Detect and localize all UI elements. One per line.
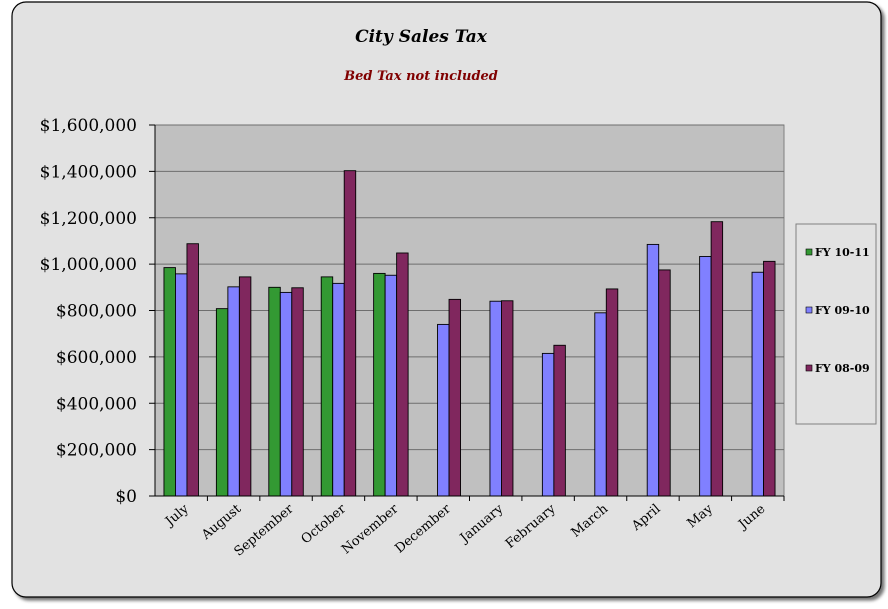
chart-title: City Sales Tax bbox=[355, 27, 488, 47]
bar bbox=[437, 323, 450, 497]
bar bbox=[186, 243, 199, 497]
bar bbox=[343, 170, 357, 497]
y-tick-label: $0 bbox=[115, 487, 137, 507]
bar bbox=[605, 288, 619, 497]
bar bbox=[279, 291, 293, 497]
bar bbox=[227, 286, 240, 497]
bar bbox=[238, 276, 252, 497]
bar bbox=[320, 276, 334, 497]
bar bbox=[658, 269, 671, 497]
bar bbox=[646, 243, 660, 497]
legend-label: FY 09-10 bbox=[815, 304, 870, 317]
y-tick-label: $400,000 bbox=[56, 394, 137, 414]
legend-label: FY 10-11 bbox=[815, 246, 870, 259]
gridlines bbox=[155, 124, 784, 451]
legend-swatch bbox=[805, 364, 813, 372]
bar bbox=[215, 308, 229, 497]
bars bbox=[163, 170, 776, 497]
bar bbox=[501, 300, 514, 497]
bar bbox=[175, 273, 188, 497]
y-tick-label: $800,000 bbox=[56, 302, 137, 322]
axes bbox=[149, 124, 785, 501]
legend-swatch bbox=[805, 306, 813, 314]
y-tick-label: $1,200,000 bbox=[40, 209, 137, 229]
y-tick-label: $1,000,000 bbox=[40, 255, 137, 275]
bar bbox=[291, 287, 304, 497]
bar bbox=[489, 300, 502, 497]
bar bbox=[448, 298, 461, 497]
bar bbox=[763, 260, 776, 497]
bar bbox=[384, 274, 398, 497]
chart-subtitle: Bed Tax not included bbox=[343, 69, 498, 84]
legend-box bbox=[795, 223, 877, 425]
bar bbox=[268, 286, 281, 497]
y-tick-label: $1,400,000 bbox=[40, 162, 137, 182]
bar bbox=[396, 252, 409, 497]
bar bbox=[163, 267, 176, 497]
y-axis-ticks: $0 $200,000 $400,000 $600,000 $800,000 $1,000… bbox=[40, 116, 137, 507]
bar bbox=[541, 352, 555, 497]
legend-label: FY 08-09 bbox=[815, 362, 870, 375]
y-tick-label: $200,000 bbox=[56, 441, 137, 461]
bar bbox=[710, 221, 724, 497]
y-tick-label: $1,600,000 bbox=[40, 116, 137, 136]
bar bbox=[594, 312, 607, 497]
bar bbox=[751, 271, 764, 497]
bar bbox=[699, 256, 712, 497]
legend: FY 10-11 FY 09-10 FY 08-09 bbox=[805, 246, 870, 375]
bar bbox=[332, 282, 345, 497]
bar bbox=[373, 272, 386, 497]
y-tick-label: $600,000 bbox=[56, 348, 137, 368]
legend-swatch bbox=[805, 248, 813, 256]
bar bbox=[553, 344, 566, 497]
